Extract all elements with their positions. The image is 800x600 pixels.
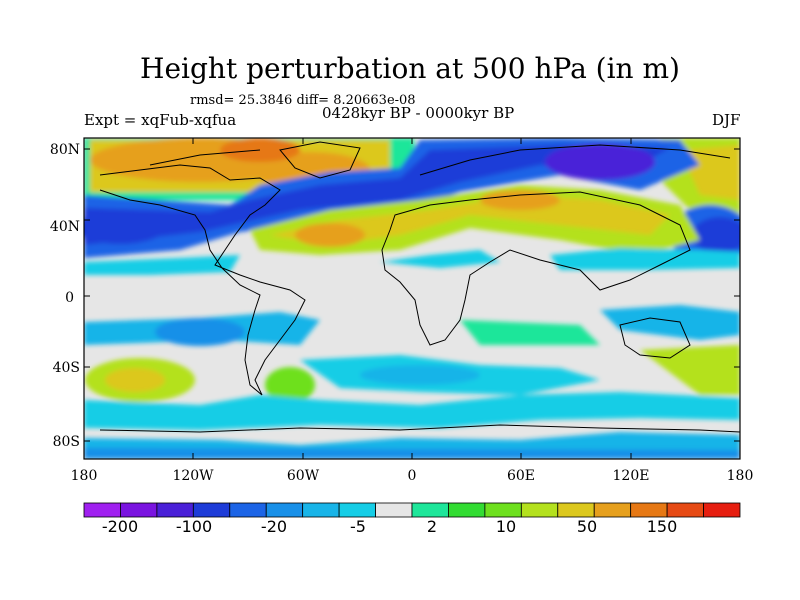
colorbar-swatch (520, 502, 559, 518)
coastlines (99, 141, 740, 433)
colorbar-swatch (192, 502, 231, 518)
period-label: 0428kyr BP - 0000kyr BP (322, 104, 515, 122)
season-label: DJF (712, 111, 741, 129)
lon-label-0: 0 (408, 468, 417, 484)
stats-line: rmsd= 25.3846 diff= 8.20663e-08 (190, 93, 416, 108)
colorbar-swatch (484, 502, 522, 518)
lon-label-60w: 60W (287, 468, 320, 484)
colorbar-label: 150 (647, 517, 678, 536)
colorbar-label: -100 (176, 517, 212, 536)
colorbar-swatch (448, 502, 486, 518)
colorbar-swatch (120, 502, 158, 518)
colorbar-swatch (338, 502, 376, 518)
colorbar-swatch (411, 502, 449, 518)
colorbar-label: 50 (577, 517, 597, 536)
axis-ticks (84, 138, 740, 459)
experiment-label: Expt = xqFub-xqfua (84, 111, 237, 129)
colorbar-label: 2 (427, 517, 437, 536)
colorbar-label: -200 (102, 517, 138, 536)
lat-label-40s: 40S (53, 360, 80, 376)
colorbar-label: 10 (496, 517, 516, 536)
lon-label-60e: 60E (507, 468, 535, 484)
lon-label-120e: 120E (613, 468, 650, 484)
lon-label-180w: 180 (71, 468, 98, 484)
colorbar-swatch (375, 502, 413, 518)
colorbar (83, 502, 741, 518)
height-field (84, 138, 740, 459)
colorbar-swatch (302, 502, 340, 518)
lat-label-40n: 40N (50, 219, 80, 235)
colorbar-swatch (265, 502, 304, 518)
colorbar-swatch (557, 502, 595, 518)
lon-label-180e: 180 (727, 468, 754, 484)
colorbar-label: -20 (261, 517, 287, 536)
colorbar-swatch (156, 502, 194, 518)
colorbar-swatch (593, 502, 632, 518)
map-title: Height perturbation at 500 hPa (in m) (140, 52, 680, 85)
lat-label-80n: 80N (50, 142, 80, 158)
colorbar-swatch (666, 502, 704, 518)
colorbar-swatch (630, 502, 668, 518)
colorbar-swatch (229, 502, 267, 518)
colorbar-swatch (83, 502, 121, 518)
lat-label-0: 0 (65, 290, 74, 306)
lon-label-120w: 120W (172, 468, 214, 484)
colorbar-swatch (703, 502, 741, 518)
colorbar-label: -5 (350, 517, 366, 536)
lat-label-80s: 80S (53, 434, 80, 450)
